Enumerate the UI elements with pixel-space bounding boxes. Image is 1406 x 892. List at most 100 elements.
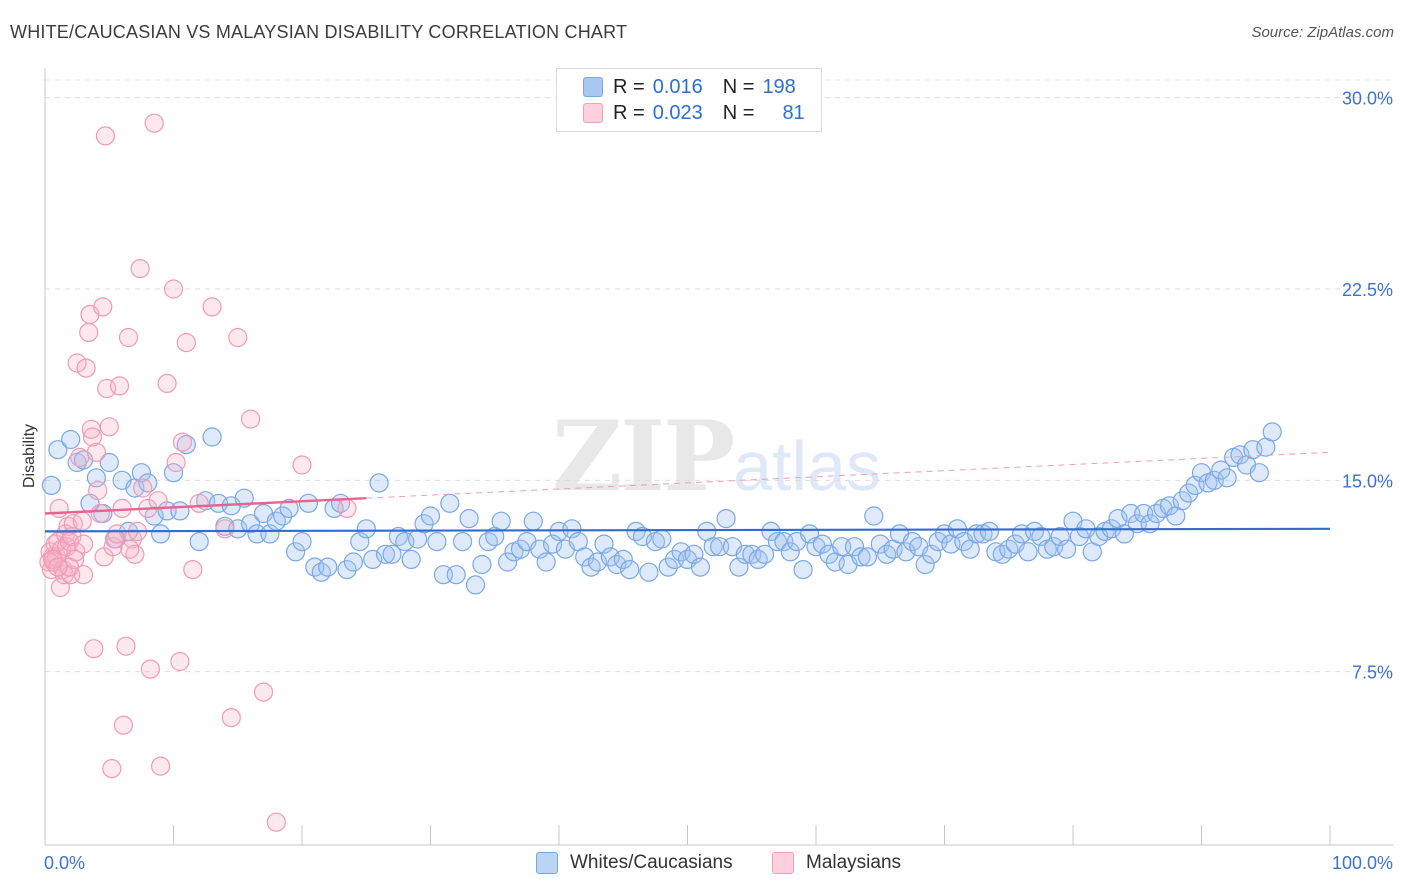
point-malaysians (183, 559, 203, 580)
series-legend: Whites/Caucasians Malaysians (0, 852, 1406, 878)
point-malaysians (109, 376, 130, 396)
point-whites (1159, 496, 1180, 516)
point-whites (41, 475, 62, 495)
point-whites (877, 544, 897, 564)
point-malaysians (93, 297, 113, 317)
point-malaysians (88, 480, 108, 501)
y-tick-label: 7.5% (1352, 663, 1393, 683)
point-whites (1024, 521, 1045, 542)
point-malaysians (166, 452, 186, 473)
point-malaysians (118, 327, 139, 348)
point-whites (613, 549, 633, 570)
point-whites (793, 559, 813, 580)
y-tick-label: 15.0% (1342, 471, 1393, 491)
legend-n-value: 81 (782, 101, 805, 124)
legend-swatch-malaysians (583, 103, 603, 123)
point-whites (1031, 526, 1051, 547)
point-whites (170, 501, 190, 521)
x-tick-label-max: 100.0% (1332, 853, 1393, 873)
chart-title: WHITE/CAUCASIAN VS MALAYSIAN DISABILITY … (10, 22, 628, 42)
point-whites (536, 552, 556, 572)
point-whites (542, 534, 563, 554)
point-whites (979, 521, 1000, 542)
legend-swatch-whites (536, 852, 558, 874)
point-whites (857, 547, 878, 567)
point-whites (99, 452, 119, 473)
trend-line-whites (44, 527, 1331, 533)
point-whites (1069, 526, 1090, 547)
point-whites (851, 547, 871, 567)
point-malaysians (72, 511, 92, 531)
axes (44, 68, 1393, 846)
point-whites (343, 552, 363, 572)
point-whites (992, 544, 1012, 564)
point-whites (318, 557, 338, 577)
point-whites (286, 542, 306, 562)
point-malaysians (70, 447, 90, 467)
point-whites (375, 544, 396, 564)
y-tick-labels: 7.5% 15.0% 22.5% 30.0% (1342, 89, 1393, 683)
point-malaysians (170, 651, 190, 672)
point-whites (356, 519, 376, 539)
trend-line-malaysians (44, 496, 367, 515)
watermark-atlas: atlas (733, 427, 882, 505)
legend-row-whites: R = 0.016 N = 198 (583, 75, 796, 99)
point-whites (703, 537, 723, 557)
point-whites (292, 531, 312, 552)
point-whites (812, 534, 833, 554)
point-whites (453, 531, 473, 552)
point-malaysians (144, 113, 164, 133)
point-whites (1211, 460, 1231, 480)
point-malaysians (90, 503, 110, 524)
trend-line-malaysians-extension (366, 451, 1331, 499)
point-malaysians (116, 636, 136, 656)
point-whites (388, 526, 408, 547)
watermark-zip: ZIP (552, 400, 735, 513)
point-malaysians (163, 279, 184, 299)
point-whites (581, 557, 601, 577)
trend-lines (44, 451, 1331, 533)
legend-item-malaysians[interactable]: Malaysians (772, 852, 901, 874)
point-malaysians (102, 758, 122, 779)
point-malaysians (99, 417, 119, 437)
point-whites (465, 575, 486, 595)
point-malaysians (189, 493, 209, 513)
series-malaysians-points (39, 113, 357, 832)
point-whites (716, 508, 736, 529)
point-whites (472, 554, 492, 575)
point-malaysians (79, 322, 99, 342)
point-whites (915, 554, 935, 575)
point-whites (1018, 542, 1038, 562)
point-malaysians (49, 498, 69, 518)
point-malaysians (253, 682, 274, 702)
point-whites (189, 531, 209, 552)
x-tick-label-min: 0.0% (44, 853, 85, 873)
point-malaysians (241, 409, 261, 429)
point-malaysians (228, 327, 248, 348)
point-malaysians (48, 557, 68, 577)
point-whites (440, 493, 460, 513)
watermark: ZIPatlas (552, 400, 881, 513)
point-malaysians (130, 259, 150, 279)
point-malaysians (103, 537, 123, 557)
point-whites (202, 427, 222, 447)
point-malaysians (337, 498, 357, 518)
point-malaysians (59, 531, 80, 552)
point-whites (420, 506, 441, 526)
point-malaysians (120, 539, 140, 559)
y-tick-label: 22.5% (1342, 280, 1393, 300)
point-malaysians (266, 812, 286, 832)
legend-item-whites[interactable]: Whites/Caucasians (536, 852, 733, 874)
point-whites (279, 498, 299, 518)
point-malaysians (292, 455, 312, 475)
point-whites (1262, 422, 1282, 442)
point-whites (151, 524, 171, 544)
point-whites (510, 539, 531, 559)
grid-lines (45, 79, 1393, 673)
point-whites (1249, 463, 1269, 483)
point-malaysians (125, 544, 145, 564)
point-whites (273, 506, 293, 526)
point-malaysians (157, 373, 177, 393)
legend-row-malaysians: R = 0.023 N = 81 (583, 101, 805, 125)
point-malaysians (82, 427, 103, 447)
